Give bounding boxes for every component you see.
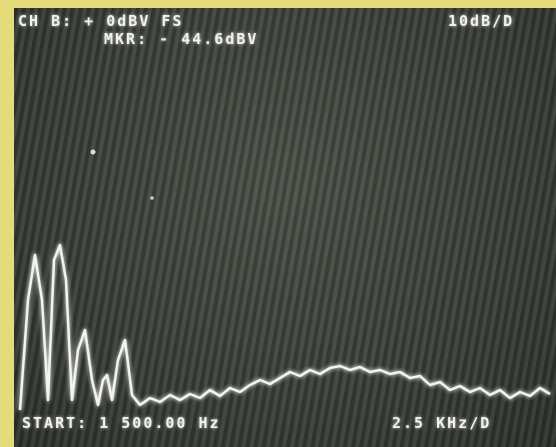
marker-dot xyxy=(90,149,96,155)
start-label: START: 1 500.00 Hz xyxy=(22,414,221,432)
channel-label: CH B: + 0dBV FS xyxy=(18,12,184,30)
marker-dot xyxy=(150,196,154,200)
scale-label: 10dB/D xyxy=(448,12,515,30)
span-label: 2.5 KHz/D xyxy=(392,414,492,432)
spectrum-trace xyxy=(18,243,551,411)
marker-label: MKR: - 44.6dBV xyxy=(104,30,259,48)
